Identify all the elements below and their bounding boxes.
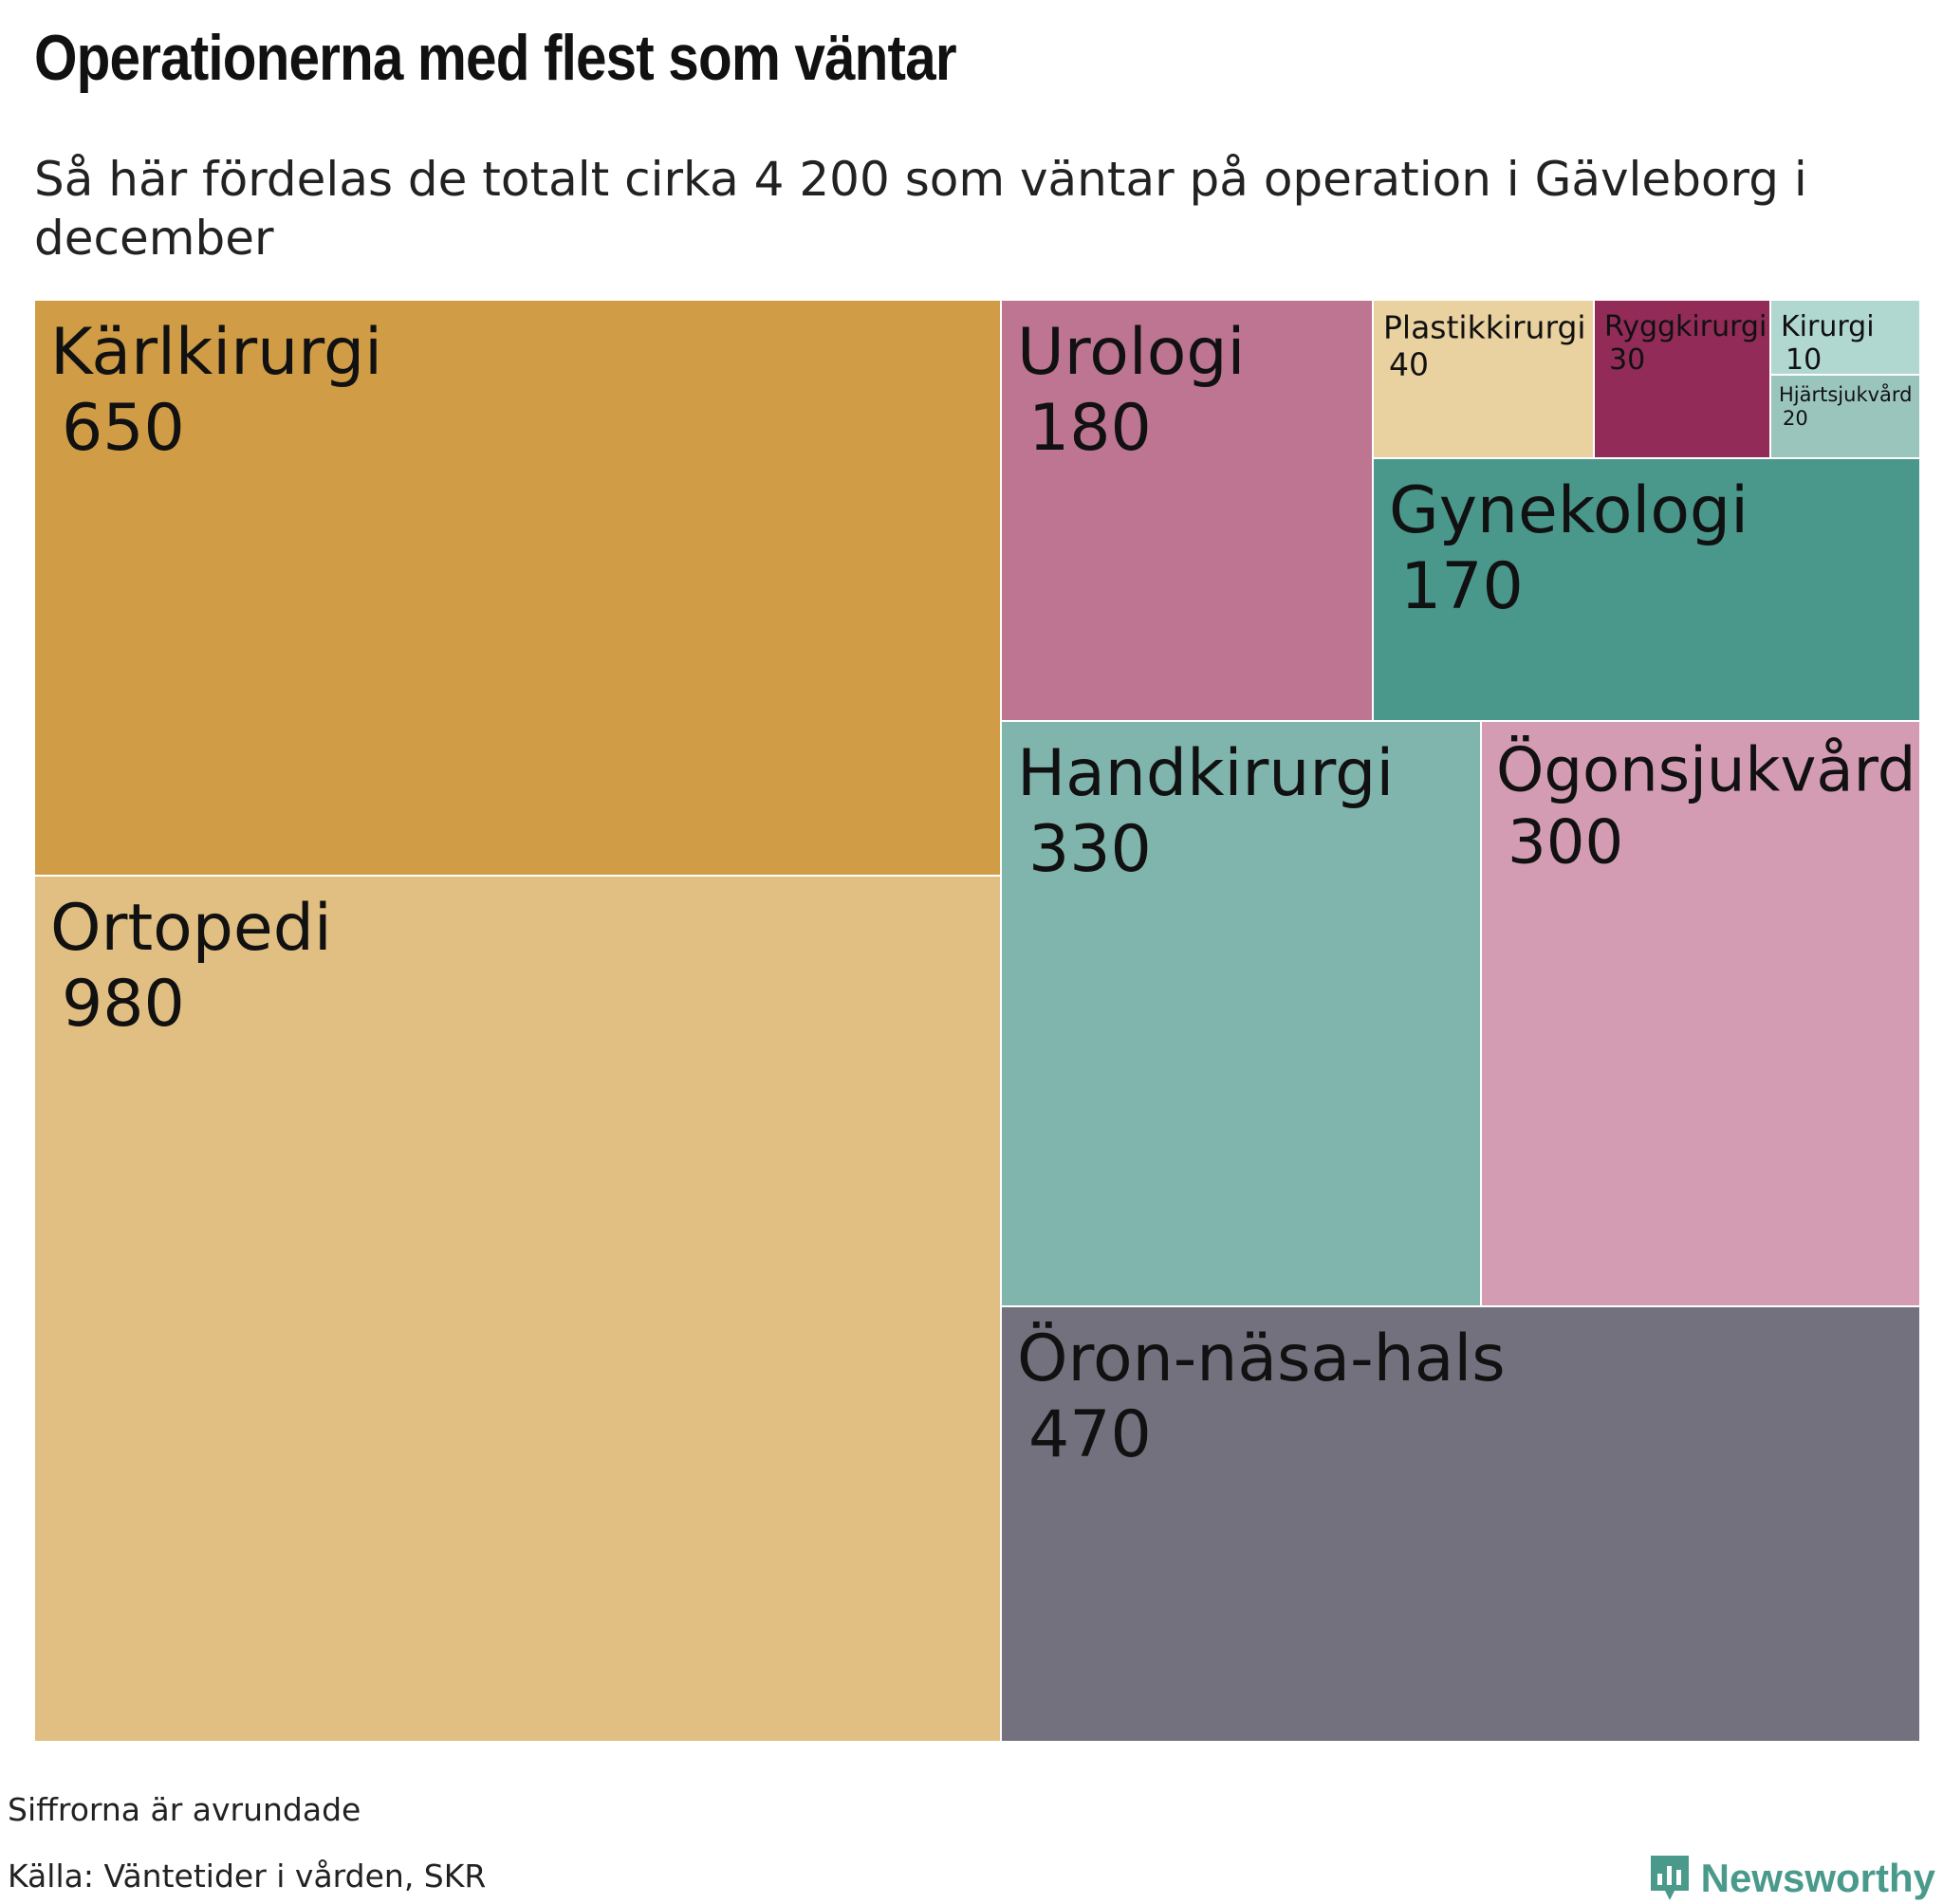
treemap-label-gynekologi: Gynekologi [1389,473,1749,548]
footnote-source: Källa: Väntetider i vården, SKR [8,1858,487,1895]
treemap-value-gynekologi: 170 [1400,549,1524,624]
treemap-label-ryggkirurgi: Ryggkirurgi [1604,310,1767,343]
treemap-value-hjartsjukvard: 20 [1783,407,1808,430]
treemap-value-plastikkirurgi: 40 [1389,346,1429,383]
treemap-label-ortopedi: Ortopedi [50,891,332,966]
treemap-value-kirurgi: 10 [1786,343,1822,377]
treemap-label-handkirurgi: Handkirurgi [1017,736,1394,811]
treemap-value-ryggkirurgi: 30 [1609,343,1645,377]
treemap-label-plastikkirurgi: Plastikkirurgi [1383,309,1586,346]
treemap-label-kirurgi: Kirurgi [1781,310,1875,343]
treemap-rect-ogonsjukvard [1480,720,1921,1307]
chart-title: Operationerna med flest som väntar [34,22,957,94]
footnote-rounding: Siffrorna är avrundade [8,1791,361,1828]
newsworthy-logo[interactable]: Newsworthy [1648,1853,1935,1904]
treemap-rect-handkirurgi [1000,720,1482,1307]
treemap-label-oron-nasa-hals: Öron-näsa-hals [1017,1322,1506,1396]
treemap-value-oron-nasa-hals: 470 [1028,1397,1152,1472]
treemap-label-ogonsjukvard: Ögonsjukvård [1496,735,1915,806]
treemap-value-urologi: 180 [1028,391,1152,466]
treemap-rect-ortopedi [33,875,1002,1743]
treemap-label-urologi: Urologi [1017,315,1245,390]
treemap-rect-gynekologi [1372,457,1921,722]
treemap-value-karlkirurgi: 650 [62,391,185,466]
treemap-value-ogonsjukvard: 300 [1508,808,1623,878]
treemap-rect-hjartsjukvard [1769,374,1921,459]
chart-subtitle: Så här fördelas de totalt cirka 4 200 so… [34,152,1807,266]
treemap-rect-oron-nasa-hals [1000,1305,1921,1743]
treemap-rect-kirurgi [1769,299,1921,376]
treemap-label-hjartsjukvard: Hjärtsjukvård [1779,382,1913,406]
treemap-value-ortopedi: 980 [62,967,185,1042]
treemap-value-handkirurgi: 330 [1028,812,1152,887]
treemap-label-karlkirurgi: Kärlkirurgi [50,315,382,390]
brand-name: Newsworthy [1700,1856,1935,1900]
newsworthy-icon [1650,1856,1689,1900]
